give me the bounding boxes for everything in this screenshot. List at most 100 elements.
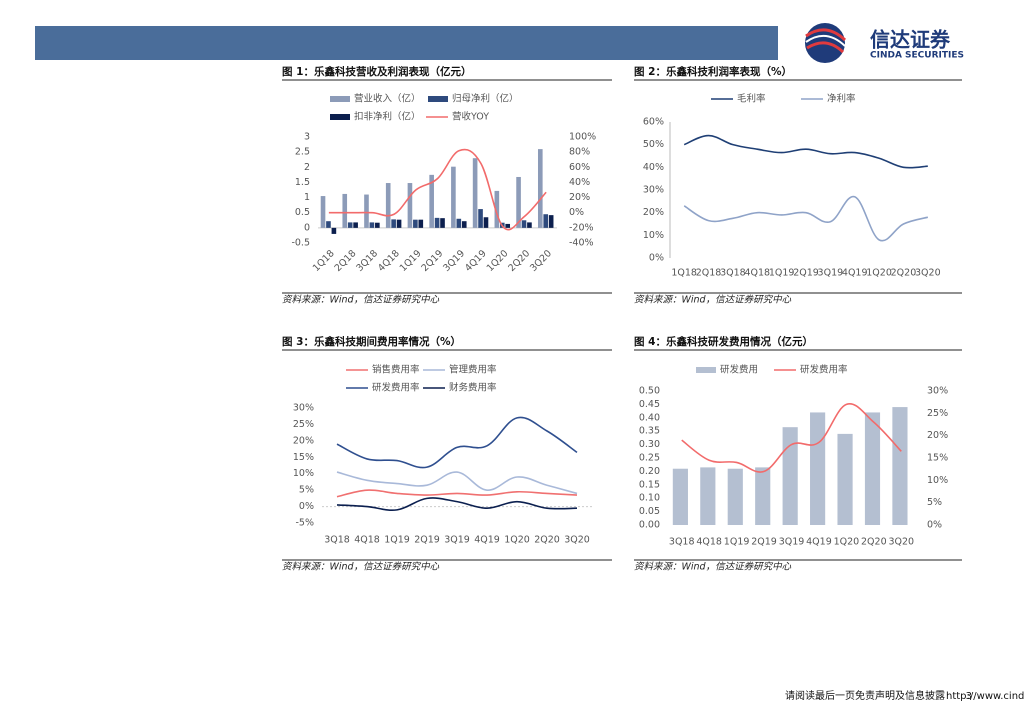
x-tick-label: 4Q19 [842,268,868,279]
line-series [336,416,578,469]
x-tick-label: 3Q18 [354,248,380,274]
bar [837,433,853,525]
y-tick-label: 3 [304,132,310,143]
x-tick-label: 1Q20 [866,268,892,279]
source-note: 资料来源：Wind，信达证券研究中心 [634,294,792,306]
y2-tick-label: 80% [569,147,590,158]
bar [369,222,375,228]
bar [413,219,418,228]
x-tick-label: 3Q20 [888,537,914,548]
y-tick-label: 0.25 [639,453,660,464]
legend-label: 归母净利（亿） [452,93,519,105]
x-tick-label: 1Q18 [671,268,697,279]
x-tick-label: 3Q19 [779,537,805,548]
y-tick-label: 10% [293,468,314,479]
bar [727,468,743,525]
bar [755,467,771,525]
footer-url: http://www.cindasc.com [946,691,1024,702]
footer-disclaimer: 请阅读最后一页免责声明及信息披露 [785,689,945,702]
bar [521,220,527,228]
x-tick-label: 4Q19 [474,535,500,546]
legend-label: 净利率 [827,93,856,105]
y-tick-label: 50% [643,139,664,150]
x-tick-label: 4Q18 [744,268,770,279]
x-tick-label: 1Q20 [834,537,860,548]
y-tick-label: 30% [293,403,314,414]
footer-page: 3 [966,691,972,702]
y-tick-label: -0.5 [291,238,310,249]
bar [810,412,826,525]
x-tick-label: 3Q20 [915,268,941,279]
x-tick-label: 3Q20 [564,535,590,546]
bar [700,467,716,525]
legend-swatch [696,367,716,373]
bar [472,158,478,228]
legend-swatch [428,96,448,102]
bar [320,196,326,228]
legend-label: 营收YOY [452,111,489,123]
y-tick-label: 0.45 [639,399,660,410]
x-tick-label: 3Q19 [818,268,844,279]
bar [505,223,511,228]
x-tick-label: 4Q18 [696,537,722,548]
x-tick-label: 3Q20 [528,248,554,274]
y-tick-label: 0.05 [639,506,660,517]
y-tick-label: 0 [304,222,310,233]
y-tick-label: 20% [643,207,664,218]
y-tick-label: 25% [293,419,314,430]
y-tick-label: -5% [296,518,315,529]
bar [347,222,353,228]
y2-tick-label: 10% [927,475,948,486]
line-series [336,497,578,511]
x-tick-label: 1Q20 [485,248,511,274]
y2-tick-label: 5% [927,497,942,508]
x-tick-label: 3Q19 [444,535,470,546]
x-tick-label: 1Q19 [724,537,750,548]
y-tick-label: 0.10 [639,493,660,504]
y-tick-label: 2.5 [295,147,310,158]
bar [461,221,467,228]
legend-label: 财务费用率 [449,382,497,394]
x-tick-label: 3Q18 [669,537,695,548]
bar [418,219,424,228]
y-tick-label: 40% [643,162,664,173]
line-series [683,134,928,169]
bar [326,221,331,228]
bar [331,227,337,234]
x-tick-label: 4Q19 [806,537,832,548]
bar [353,222,358,228]
x-tick-label: 1Q18 [311,248,337,274]
x-tick-label: 1Q20 [504,535,530,546]
y-tick-label: 0.00 [639,520,660,531]
x-tick-label: 2Q19 [751,537,777,548]
source-note: 资料来源：Wind，信达证券研究中心 [282,561,440,573]
y-tick-label: 10% [643,230,664,241]
x-tick-label: 4Q18 [376,248,402,274]
bar [434,217,440,228]
y2-tick-label: 100% [569,132,596,143]
x-tick-label: 2Q19 [419,248,445,274]
y-tick-label: 1.5 [295,177,310,188]
chart-title: 图 2：乐鑫科技利润率表现（%） [634,65,792,78]
y-tick-label: 0.20 [639,466,660,477]
logo-english: CINDA SECURITIES [870,51,964,61]
bar [364,194,369,228]
y2-tick-label: 40% [569,177,590,188]
bar [494,190,500,228]
y-tick-label: 0% [649,253,664,264]
bar [478,209,483,228]
bar [456,218,462,228]
bar [440,218,445,228]
y-tick-label: 0% [299,501,314,512]
bar [407,183,413,228]
bar [516,176,521,228]
y-tick-label: 30% [643,185,664,196]
x-tick-label: 4Q18 [354,535,380,546]
y2-tick-label: 30% [927,386,948,397]
y2-tick-label: 25% [927,408,948,419]
y2-tick-label: -40% [569,238,594,249]
x-tick-label: 1Q19 [384,535,410,546]
bar [548,215,554,228]
x-tick-label: 3Q19 [441,248,467,274]
